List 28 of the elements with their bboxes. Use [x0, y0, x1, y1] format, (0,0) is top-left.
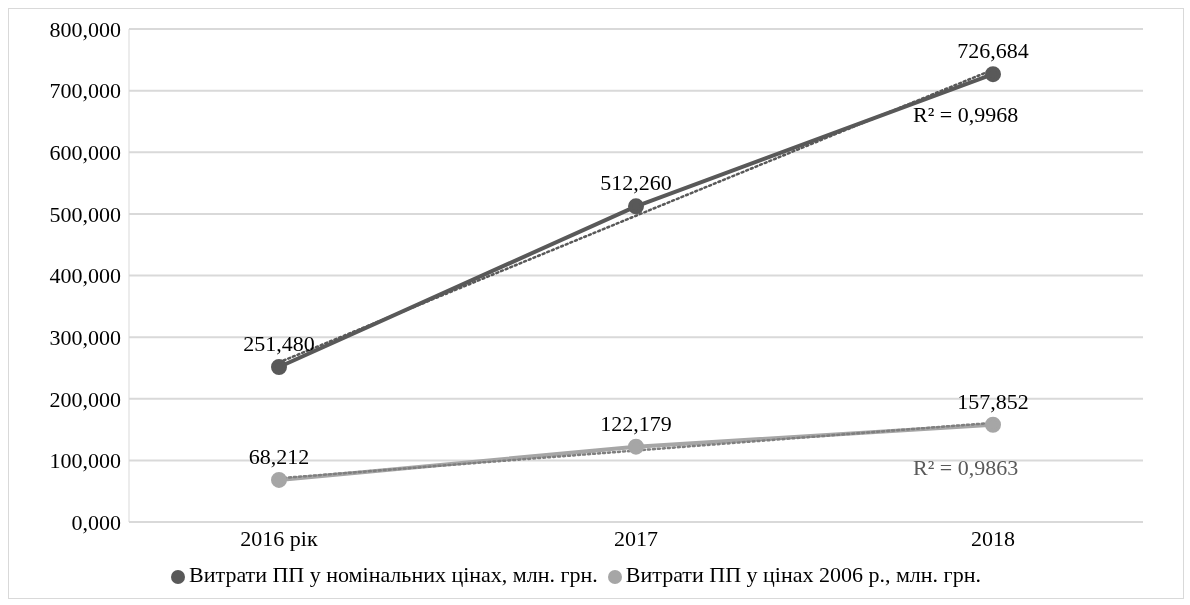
data-label: 512,260 — [600, 170, 672, 196]
y-tick-label: 600,000 — [49, 140, 121, 166]
point — [985, 416, 1001, 433]
data-label: 68,212 — [248, 443, 310, 469]
data-label: 122,179 — [600, 410, 672, 436]
data-label: 157,852 — [957, 388, 1029, 414]
annotation: R² = 0,9968 — [913, 101, 1019, 127]
y-tick-label: 500,000 — [49, 201, 121, 227]
point — [271, 359, 287, 376]
x-tick-label: 2017 — [614, 525, 658, 551]
legend-label: Витрати ПП у номінальних цінах, млн. грн. — [189, 562, 598, 587]
y-tick-label: 400,000 — [49, 263, 121, 289]
point — [271, 471, 287, 488]
point — [985, 66, 1001, 83]
point — [628, 198, 644, 215]
data-label: 251,480 — [243, 331, 315, 357]
annotation: R² = 0,9863 — [913, 454, 1019, 480]
legend-label: Витрати ПП у цінах 2006 р., млн. грн. — [625, 562, 981, 587]
y-tick-label: 100,000 — [49, 448, 121, 474]
y-tick-label: 700,000 — [49, 78, 121, 104]
x-tick-label: 2016 рік — [240, 525, 318, 551]
y-tick-label: 0,000 — [71, 509, 121, 535]
y-tick-label: 800,000 — [49, 16, 121, 42]
point — [628, 438, 644, 455]
data-label: 726,684 — [957, 38, 1029, 64]
y-tick-label: 300,000 — [49, 324, 121, 350]
x-tick-label: 2018 — [971, 525, 1015, 551]
y-tick-label: 200,000 — [49, 386, 121, 412]
